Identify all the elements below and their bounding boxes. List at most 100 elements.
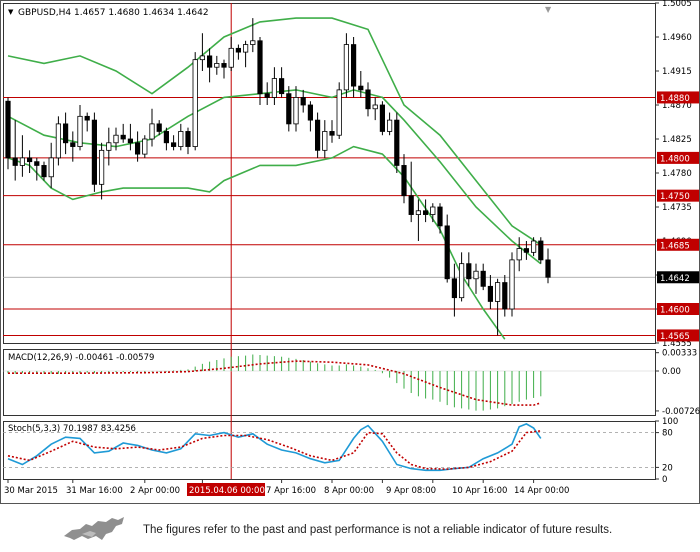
time-tick-label: 8 Apr 00:00 <box>324 486 374 496</box>
candle-down <box>286 93 292 125</box>
stoch-tick-label: 80 <box>662 429 673 439</box>
time-tick-label: 30 Mar 2015 <box>4 486 58 496</box>
current-price-bg <box>657 271 699 284</box>
level-label: 1.4880 <box>660 94 690 104</box>
macd-tick-label: 0.00 <box>662 367 681 377</box>
candle-up <box>178 131 184 147</box>
candle-down <box>134 142 141 155</box>
candle-down <box>221 63 227 68</box>
price-tick-label: 1.4780 <box>662 169 692 179</box>
candle-down <box>502 282 508 310</box>
candle-down <box>523 248 530 253</box>
stoch-panel <box>3 421 656 480</box>
price-tick-label: 1.4555 <box>662 339 692 349</box>
candle-up <box>516 248 522 261</box>
candle-down <box>394 119 400 166</box>
candle-up <box>55 123 62 159</box>
candle-up <box>242 44 249 53</box>
candle-up <box>386 119 393 132</box>
candle-up <box>494 282 501 302</box>
candle-down <box>156 123 162 132</box>
macd-panel <box>3 349 656 416</box>
macd-tick-label: -0.00726 <box>662 407 700 417</box>
candle-down <box>206 55 213 68</box>
dropdown-arrow-icon: ▼ <box>8 8 14 16</box>
macd-signal-line <box>8 360 542 406</box>
candle-down <box>379 104 386 132</box>
candle-down <box>358 85 364 91</box>
candle-up <box>473 270 479 280</box>
candle-up <box>322 131 328 151</box>
candle-up <box>271 78 278 98</box>
candle-up <box>142 138 148 155</box>
candle-up <box>250 40 256 45</box>
time-tick-label: 10 Apr 16:00 <box>452 486 507 496</box>
stoch-k-line <box>7 423 542 472</box>
candle-up <box>149 123 155 140</box>
candle-down <box>350 44 357 87</box>
candle-down <box>307 104 314 121</box>
candle-down <box>545 259 551 278</box>
candle-up <box>372 104 378 110</box>
candle-down <box>163 131 169 144</box>
crosshair-date-bg <box>187 483 265 496</box>
crosshair-date-label: 2015.04.06 00:00 <box>189 486 265 496</box>
symbol-header: GBPUSD,H4 1.4657 1.4680 1.4634 1.4642 <box>18 8 209 18</box>
candle-down <box>63 123 69 144</box>
candle-down <box>41 165 47 178</box>
stoch-tick-label: 0 <box>662 475 667 485</box>
chart-frame <box>0 0 700 504</box>
time-tick-label: 7 Apr 16:00 <box>266 486 316 496</box>
level-label-bg <box>657 189 699 202</box>
time-tick-label: 9 Apr 08:00 <box>386 486 436 496</box>
candle-down <box>487 285 494 302</box>
level-label: 1.4750 <box>660 192 690 202</box>
current-price-label: 1.4642 <box>660 274 690 284</box>
candle-down <box>480 270 486 287</box>
bollinger-upper-line <box>7 17 542 246</box>
stoch-tick-label: 20 <box>662 463 673 473</box>
candle-down <box>408 195 414 215</box>
candle-down <box>365 89 371 110</box>
candle-down <box>185 131 191 147</box>
candle-down <box>257 40 263 95</box>
candle-up <box>106 142 112 151</box>
candle-down <box>170 142 177 147</box>
candle-down <box>538 240 544 261</box>
level-label-bg <box>657 151 699 164</box>
price-tick-label: 1.4735 <box>662 203 692 213</box>
candle-up <box>214 63 220 68</box>
candle-up <box>113 134 119 144</box>
candle-up <box>343 44 350 91</box>
time-tick-label: 14 Apr 00:00 <box>514 486 569 496</box>
price-tick-label: 1.5005 <box>662 0 692 9</box>
level-label-bg <box>657 303 699 315</box>
level-label: 1.4565 <box>660 332 690 342</box>
price-tick-label: 1.4960 <box>662 33 692 43</box>
candle-up <box>19 157 26 166</box>
price-tick-label: 1.4825 <box>662 135 692 145</box>
candle-down <box>466 263 472 280</box>
bollinger-lower-line <box>7 145 506 340</box>
candle-up <box>415 210 422 215</box>
candle-down <box>329 131 335 136</box>
candle-down <box>26 157 33 163</box>
candle-up <box>77 115 83 147</box>
stoch-label: Stoch(5,3,3) 70.1987 83.4256 <box>8 424 136 434</box>
candle-up <box>48 157 54 178</box>
disclaimer-text: The figures refer to the past and past p… <box>143 524 613 536</box>
candle-down <box>300 97 306 106</box>
price-tick-label: 1.4870 <box>662 101 692 111</box>
candle-down <box>422 210 429 215</box>
stoch-d-line <box>7 430 541 470</box>
candle-down <box>127 138 133 144</box>
candle-down <box>264 93 270 98</box>
candle-up <box>228 47 234 68</box>
bull-bear-logo-icon <box>64 517 124 540</box>
level-label-bg <box>657 238 699 251</box>
candle-up <box>509 259 515 310</box>
time-tick-label: 2 Apr 00:00 <box>130 486 180 496</box>
candle-up <box>99 149 105 185</box>
stoch-tick-label: 100 <box>662 417 678 427</box>
level-label: 1.4800 <box>660 154 690 164</box>
